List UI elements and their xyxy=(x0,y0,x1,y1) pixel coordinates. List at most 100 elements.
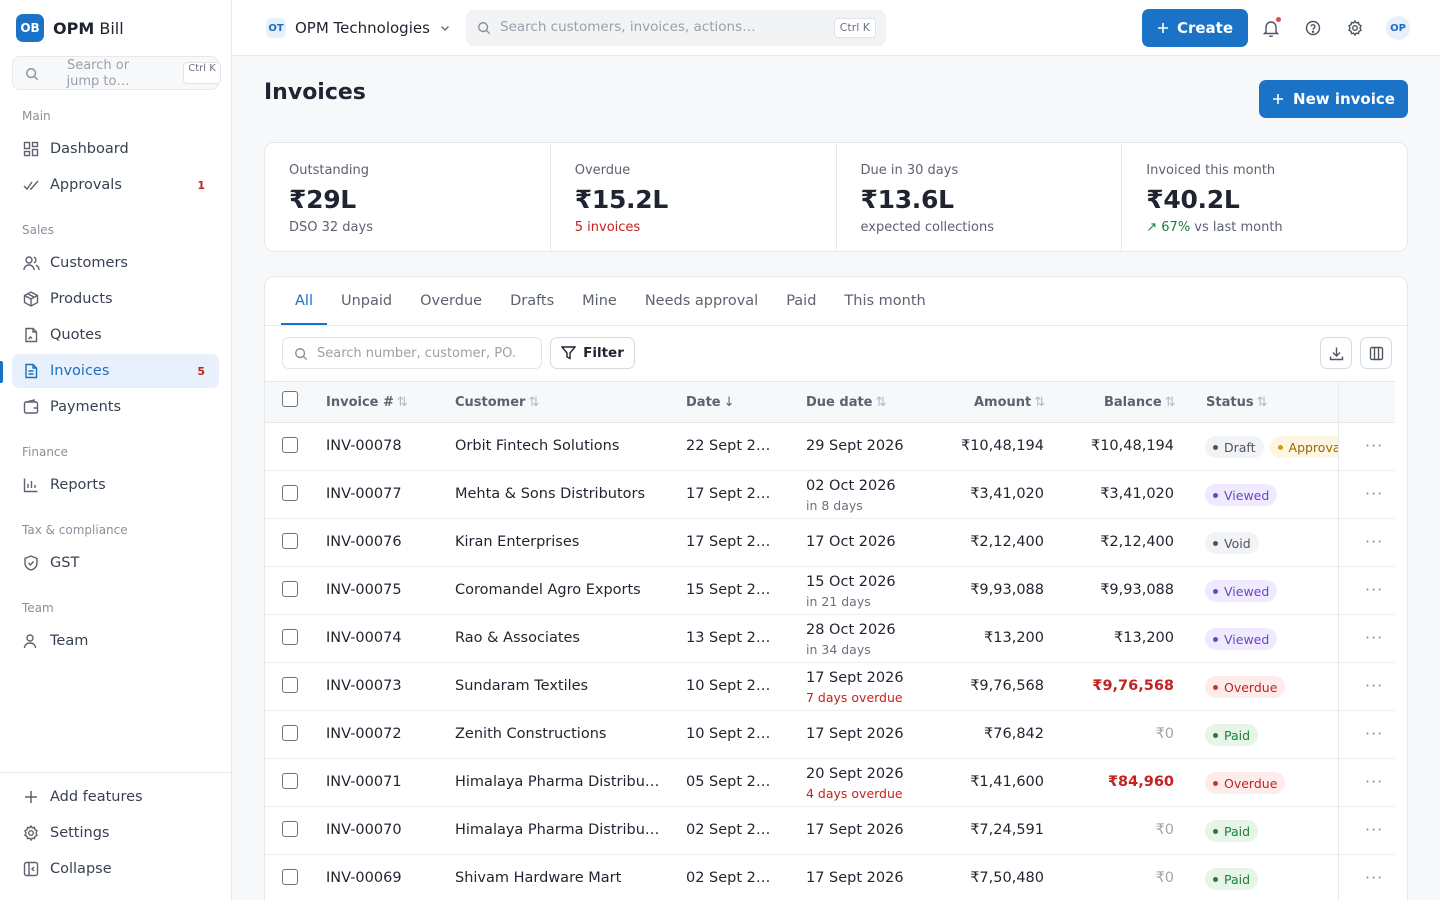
brand[interactable]: OB OPM Bill xyxy=(16,14,124,42)
sidebar-item-customers[interactable]: Customers xyxy=(12,246,219,280)
table-row[interactable]: INV-00073 Sundaram Textiles 10 Sept 2… 17 S… xyxy=(265,663,1395,711)
table-row[interactable]: INV-00069 Shivam Hardware Mart 02 Sept 2… 1… xyxy=(265,855,1395,900)
column-header-date[interactable]: Date ↓ xyxy=(686,395,735,410)
sidebar-item-approvals[interactable]: Approvals 1 xyxy=(12,168,219,202)
invoice-number[interactable]: INV-00076 xyxy=(326,534,402,550)
approvals-count-badge: 1 xyxy=(197,178,205,192)
invoice-number[interactable]: INV-00070 xyxy=(326,822,402,838)
tab-this-month[interactable]: This month xyxy=(844,293,926,309)
column-header-balance[interactable]: Balance ⇅ xyxy=(1104,395,1176,410)
tab-overdue[interactable]: Overdue xyxy=(420,293,483,309)
table-row[interactable]: INV-00077 Mehta & Sons Distributors 17 Sep… xyxy=(265,471,1395,519)
kpi-due-30-days[interactable]: Due in 30 days ₹13.6L expected collectio… xyxy=(837,143,1123,251)
row-actions-button[interactable]: ··· xyxy=(1365,532,1384,551)
help-button[interactable] xyxy=(1302,17,1324,39)
avatar[interactable]: OP xyxy=(1386,16,1410,40)
due-hint: in 21 days xyxy=(806,594,871,609)
invoice-number[interactable]: INV-00075 xyxy=(326,582,402,598)
sidebar-item-products[interactable]: Products xyxy=(12,282,219,316)
sidebar-item-add-features[interactable]: Add features xyxy=(12,780,219,814)
filter-button[interactable]: Filter xyxy=(550,337,635,369)
tab-unpaid[interactable]: Unpaid xyxy=(340,293,393,309)
tab-drafts[interactable]: Drafts xyxy=(510,293,555,309)
row-actions-button[interactable]: ··· xyxy=(1365,484,1384,503)
sidebar-item-invoices[interactable]: Invoices 5 xyxy=(12,354,219,388)
table-row[interactable]: INV-00072 Zenith Constructions 10 Sept 2… 1… xyxy=(265,711,1395,759)
columns-button[interactable] xyxy=(1360,337,1392,369)
row-actions-button[interactable]: ··· xyxy=(1365,868,1384,887)
customer-name[interactable]: Zenith Constructions xyxy=(455,726,607,742)
customer-name[interactable]: Coromandel Agro Exports xyxy=(455,582,641,598)
table-row[interactable]: INV-00071 Himalaya Pharma Distribu… 05 Sep… xyxy=(265,759,1395,807)
row-actions-button[interactable]: ··· xyxy=(1365,580,1384,599)
create-button[interactable]: Create xyxy=(1142,9,1248,47)
global-search-input[interactable]: Search customers, invoices, actions… Ctr… xyxy=(466,10,886,46)
invoice-number[interactable]: INV-00069 xyxy=(326,870,402,886)
column-header-amount[interactable]: Amount ⇅ xyxy=(974,395,1046,410)
notifications-button[interactable] xyxy=(1260,17,1282,39)
customer-name[interactable]: Shivam Hardware Mart xyxy=(455,870,622,886)
row-checkbox[interactable] xyxy=(282,581,298,597)
invoice-number[interactable]: INV-00074 xyxy=(326,630,402,646)
table-row[interactable]: INV-00076 Kiran Enterprises 17 Sept 2… 17 O… xyxy=(265,519,1395,567)
sidebar-item-payments[interactable]: Payments xyxy=(12,390,219,424)
customer-name[interactable]: Rao & Associates xyxy=(455,630,580,646)
row-checkbox[interactable] xyxy=(282,485,298,501)
kpi-outstanding[interactable]: Outstanding ₹29L DSO 32 days xyxy=(265,143,551,251)
tab-needs-approval[interactable]: Needs approval xyxy=(644,293,759,309)
kpi-invoiced-this-month[interactable]: Invoiced this month ₹40.2L ↗ 67% vs last… xyxy=(1122,143,1407,251)
row-checkbox[interactable] xyxy=(282,821,298,837)
column-header-status[interactable]: Status ⇅ xyxy=(1206,395,1268,410)
row-checkbox[interactable] xyxy=(282,869,298,885)
row-checkbox[interactable] xyxy=(282,725,298,741)
kpi-label: Overdue xyxy=(574,163,631,178)
tab-mine[interactable]: Mine xyxy=(582,293,617,309)
settings-button[interactable] xyxy=(1344,17,1366,39)
customer-name[interactable]: Orbit Fintech Solutions xyxy=(455,438,620,454)
invoice-number[interactable]: INV-00077 xyxy=(326,486,402,502)
row-actions-button[interactable]: ··· xyxy=(1365,820,1384,839)
tab-paid[interactable]: Paid xyxy=(786,293,817,309)
sidebar-item-quotes[interactable]: Quotes xyxy=(12,318,219,352)
customer-name[interactable]: Himalaya Pharma Distribu… xyxy=(455,822,660,838)
invoice-number[interactable]: INV-00072 xyxy=(326,726,402,742)
invoice-number[interactable]: INV-00071 xyxy=(326,774,402,790)
row-checkbox[interactable] xyxy=(282,677,298,693)
row-checkbox[interactable] xyxy=(282,533,298,549)
row-actions-button[interactable]: ··· xyxy=(1365,436,1384,455)
new-invoice-button[interactable]: New invoice xyxy=(1259,80,1408,118)
row-actions-button[interactable]: ··· xyxy=(1365,628,1384,647)
column-header-invoice-number[interactable]: Invoice # ⇅ xyxy=(326,395,408,410)
tab-all[interactable]: All xyxy=(281,277,327,325)
table-row[interactable]: INV-00070 Himalaya Pharma Distribu… 02 Sep… xyxy=(265,807,1395,855)
row-actions-button[interactable]: ··· xyxy=(1365,772,1384,791)
customer-name[interactable]: Mehta & Sons Distributors xyxy=(455,486,646,502)
row-checkbox[interactable] xyxy=(282,629,298,645)
sidebar-item-collapse[interactable]: Collapse xyxy=(12,852,219,886)
kpi-overdue[interactable]: Overdue ₹15.2L 5 invoices xyxy=(551,143,837,251)
table-row[interactable]: INV-00078 Orbit Fintech Solutions 22 Sept … xyxy=(265,423,1395,471)
sidebar-item-reports[interactable]: Reports xyxy=(12,468,219,502)
invoice-number[interactable]: INV-00073 xyxy=(326,678,402,694)
sidebar-search[interactable]: Search or jump to… Ctrl K xyxy=(12,56,221,90)
select-all-checkbox[interactable] xyxy=(282,391,298,407)
sidebar-item-dashboard[interactable]: Dashboard xyxy=(12,132,219,166)
table-row[interactable]: INV-00074 Rao & Associates 13 Sept 2… 28 Oc… xyxy=(265,615,1395,663)
sidebar-item-settings[interactable]: Settings xyxy=(12,816,219,850)
row-checkbox[interactable] xyxy=(282,773,298,789)
column-header-due-date[interactable]: Due date ⇅ xyxy=(806,395,887,410)
sidebar-item-gst[interactable]: GST xyxy=(12,546,219,580)
export-button[interactable] xyxy=(1320,337,1352,369)
table-row[interactable]: INV-00075 Coromandel Agro Exports 15 Sept … xyxy=(265,567,1395,615)
customer-name[interactable]: Himalaya Pharma Distribu… xyxy=(455,774,660,790)
column-header-customer[interactable]: Customer ⇅ xyxy=(455,395,540,410)
row-actions-button[interactable]: ··· xyxy=(1365,676,1384,695)
row-actions-button[interactable]: ··· xyxy=(1365,724,1384,743)
row-checkbox[interactable] xyxy=(282,437,298,453)
sidebar-item-team[interactable]: Team xyxy=(12,624,219,658)
table-search-input[interactable]: Search number, customer, PO. xyxy=(282,337,542,369)
invoice-number[interactable]: INV-00078 xyxy=(326,438,402,454)
org-switcher[interactable]: OT OPM Technologies xyxy=(266,18,451,38)
customer-name[interactable]: Kiran Enterprises xyxy=(455,534,580,550)
customer-name[interactable]: Sundaram Textiles xyxy=(455,678,589,694)
